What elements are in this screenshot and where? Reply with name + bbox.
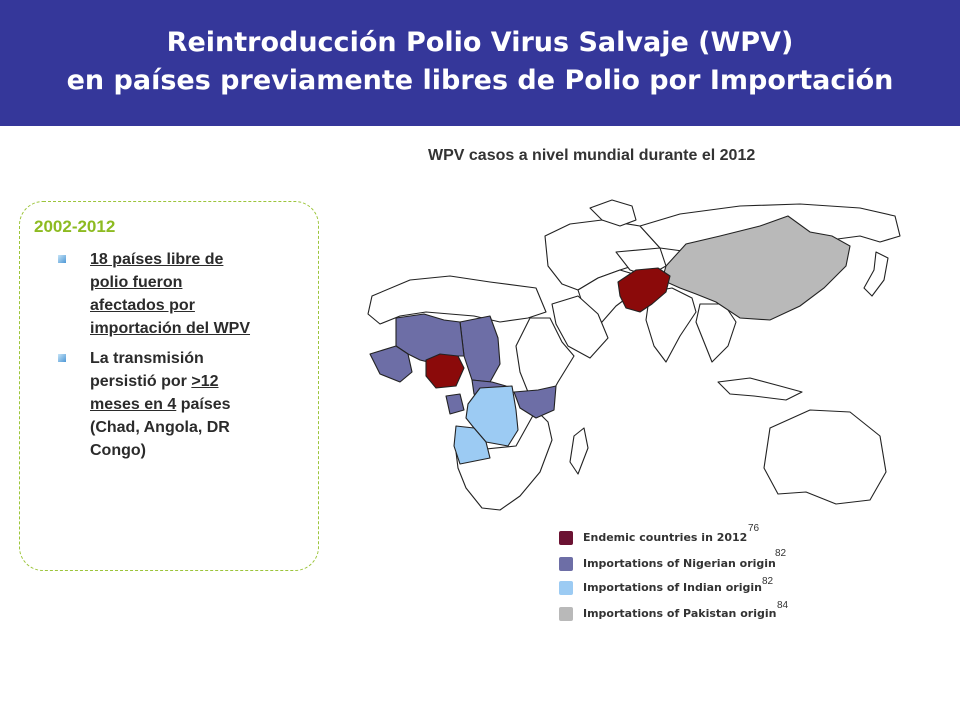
japan-region: [863, 251, 889, 297]
bullet2-part2: persistió por: [90, 373, 192, 390]
horn-region: [513, 385, 557, 419]
indonesia-region: [717, 377, 803, 401]
nigeria-region: [425, 353, 465, 389]
bullet1-line4: importación del WPV: [90, 320, 251, 337]
header-banner: Reintroducción Polio Virus Salvaje (WPV)…: [0, 0, 960, 126]
legend-number: 82: [762, 576, 774, 587]
southeast-asia-region: [695, 303, 737, 363]
legend-label: Importations of Indian origin: [583, 581, 762, 594]
bullet2-part1: La transmisión: [90, 350, 204, 367]
chad-region: [459, 315, 501, 383]
scandinavia-region: [589, 199, 637, 227]
legend-number: 84: [777, 600, 789, 611]
legend-label: Importations of Pakistan origin: [583, 607, 777, 620]
drcongo-region: [465, 385, 519, 447]
page-title-line2: en países previamente libres de Polio po…: [66, 65, 894, 96]
map-title: WPV casos a nivel mundial durante el 201…: [428, 147, 756, 164]
page-title: Reintroducción Polio Virus Salvaje (WPV)…: [0, 24, 960, 100]
square-bullet-icon: [58, 354, 66, 362]
bullet-item: La transmisión persistió por >12 meses e…: [58, 347, 308, 462]
afghanistan-pakistan-region: [617, 267, 671, 313]
legend-label: Importations of Nigerian origin: [583, 557, 776, 570]
arabia-region: [551, 295, 609, 359]
west-africa-region: [369, 345, 413, 383]
australia-region: [763, 409, 887, 505]
bullet-item: 18 países libre de polio fueron afectado…: [58, 248, 308, 340]
bullet1-line1: 18 países libre de: [90, 251, 224, 268]
bullet1-line3: afectados por: [90, 297, 195, 314]
legend-swatch: [559, 557, 573, 571]
legend-swatch: [559, 531, 573, 545]
info-box: [19, 201, 319, 571]
legend-number: 76: [748, 523, 760, 534]
bullet-list: 18 países libre de polio fueron afectado…: [58, 248, 308, 469]
legend-label: Endemic countries in 2012: [583, 531, 748, 544]
legend-number: 82: [775, 548, 787, 559]
bullet2-part4: meses en 4: [90, 396, 177, 413]
madagascar-region: [569, 427, 589, 475]
bullet2-part7: Congo): [90, 442, 146, 459]
india-region: [645, 287, 697, 363]
north-africa-region: [367, 275, 547, 325]
angola-region: [453, 425, 491, 465]
bullet2-part3: >12: [191, 373, 219, 390]
bullet2-part6: (Chad, Angola, DR: [90, 419, 230, 436]
bullet2-part5: países: [176, 396, 231, 413]
page-title-line1: Reintroducción Polio Virus Salvaje (WPV): [166, 27, 794, 58]
square-bullet-icon: [58, 255, 66, 263]
bullet1-line2: polio fueron: [90, 274, 183, 291]
china-region: [661, 215, 851, 321]
world-map: [367, 199, 901, 511]
legend-swatch: [559, 607, 573, 621]
map-legend: Endemic countries in 2012 76 Importation…: [559, 523, 799, 628]
legend-swatch: [559, 581, 573, 595]
gabon-region: [445, 393, 465, 415]
period-heading: 2002-2012: [34, 217, 116, 236]
